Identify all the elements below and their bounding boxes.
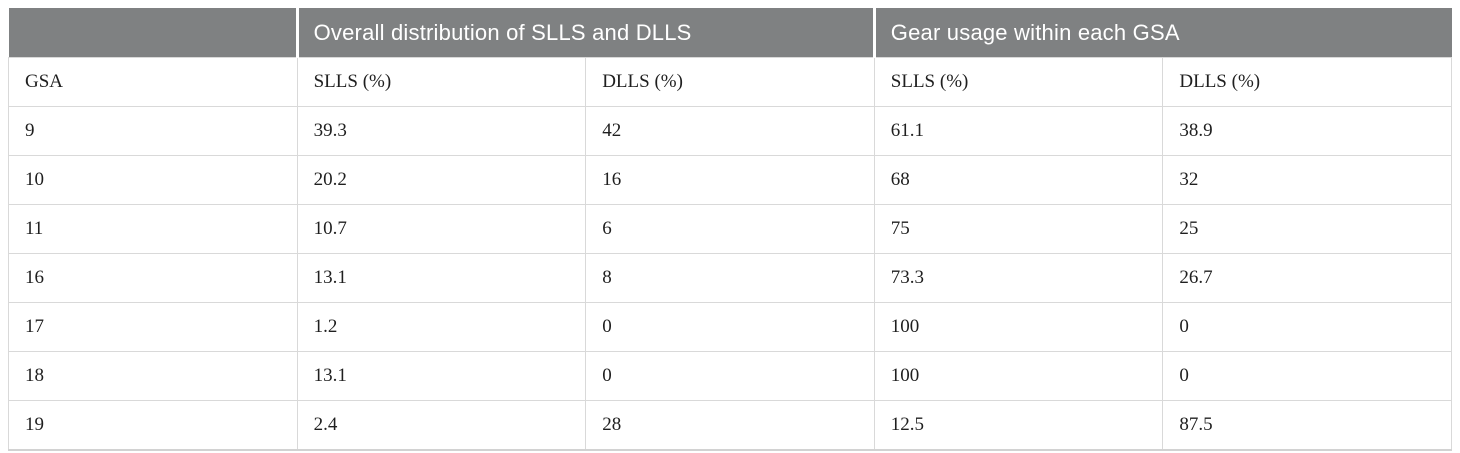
table-row: 11 10.7 6 75 25 [8, 204, 1452, 254]
gear-dlls-cell: 87.5 [1162, 400, 1452, 451]
table-row: 9 39.3 42 61.1 38.9 [8, 106, 1452, 156]
overall-dlls-cell: 0 [585, 302, 875, 352]
column-header-row: GSA SLLS (%) DLLS (%) SLLS (%) DLLS (%) [8, 57, 1452, 107]
gear-slls-cell: 61.1 [873, 106, 1164, 156]
overall-slls-cell: 20.2 [296, 155, 587, 205]
gear-slls-cell: 73.3 [873, 253, 1164, 303]
gsa-gear-usage-table: Overall distribution of SLLS and DLLS Ge… [8, 8, 1452, 451]
gear-slls-cell: 75 [873, 204, 1164, 254]
table-row: 18 13.1 0 100 0 [8, 351, 1452, 401]
overall-dlls-cell: 6 [585, 204, 875, 254]
gear-dlls-cell: 32 [1162, 155, 1452, 205]
overall-slls-cell: 39.3 [296, 106, 587, 156]
gear-slls-cell: 100 [873, 351, 1164, 401]
group-header-row: Overall distribution of SLLS and DLLS Ge… [8, 8, 1452, 58]
gear-dlls-cell: 38.9 [1162, 106, 1452, 156]
gear-dlls-cell: 26.7 [1162, 253, 1452, 303]
gear-slls-cell: 12.5 [873, 400, 1164, 451]
column-header-overall-dlls: DLLS (%) [585, 57, 875, 107]
overall-dlls-cell: 0 [585, 351, 875, 401]
overall-dlls-cell: 42 [585, 106, 875, 156]
table-row: 16 13.1 8 73.3 26.7 [8, 253, 1452, 303]
gear-slls-cell: 100 [873, 302, 1164, 352]
gear-dlls-cell: 25 [1162, 204, 1452, 254]
column-header-overall-slls: SLLS (%) [296, 57, 587, 107]
overall-slls-cell: 10.7 [296, 204, 587, 254]
column-header-gear-dlls: DLLS (%) [1162, 57, 1452, 107]
overall-slls-cell: 13.1 [296, 253, 587, 303]
overall-slls-cell: 13.1 [296, 351, 587, 401]
gsa-cell: 9 [8, 106, 298, 156]
overall-dlls-cell: 28 [585, 400, 875, 451]
column-header-gear-slls: SLLS (%) [873, 57, 1164, 107]
table-row: 17 1.2 0 100 0 [8, 302, 1452, 352]
overall-dlls-cell: 16 [585, 155, 875, 205]
gear-dlls-cell: 0 [1162, 302, 1452, 352]
overall-dlls-cell: 8 [585, 253, 875, 303]
gsa-cell: 19 [8, 400, 298, 451]
overall-slls-cell: 1.2 [296, 302, 587, 352]
gsa-cell: 18 [8, 351, 298, 401]
gear-slls-cell: 68 [873, 155, 1164, 205]
table-row: 19 2.4 28 12.5 87.5 [8, 400, 1452, 451]
column-header-gsa: GSA [8, 57, 298, 107]
table-row: 10 20.2 16 68 32 [8, 155, 1452, 205]
group-header-gear-usage: Gear usage within each GSA [872, 8, 1452, 58]
gsa-cell: 10 [8, 155, 298, 205]
gsa-cell: 17 [8, 302, 298, 352]
gsa-cell: 16 [8, 253, 298, 303]
group-header-overall-distribution: Overall distribution of SLLS and DLLS [295, 8, 875, 58]
gsa-cell: 11 [8, 204, 298, 254]
overall-slls-cell: 2.4 [296, 400, 587, 451]
group-header-empty-cell [8, 8, 298, 58]
gear-dlls-cell: 0 [1162, 351, 1452, 401]
